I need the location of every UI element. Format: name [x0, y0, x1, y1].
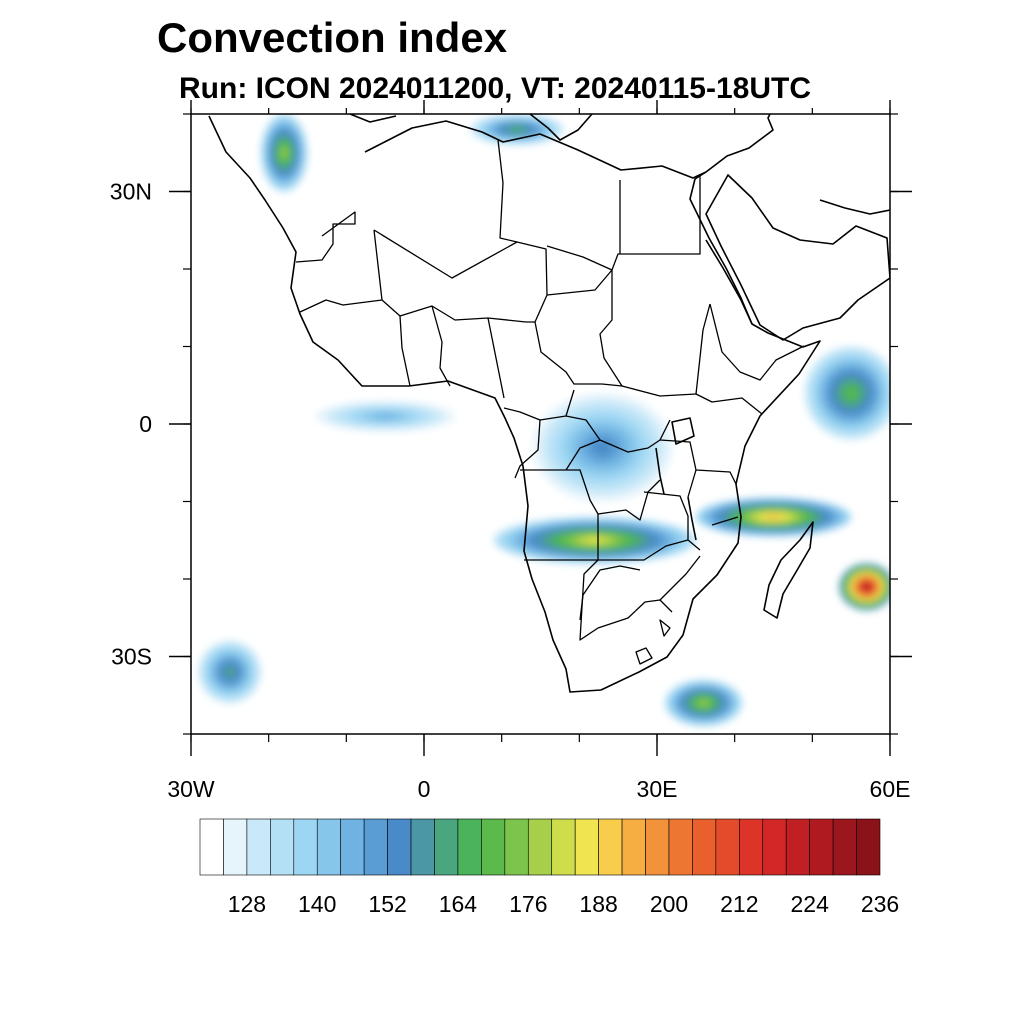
colorbar-swatch [574, 818, 599, 876]
colorbar-swatch [481, 818, 506, 876]
chart-title: Convection index [157, 14, 508, 61]
country-borders [295, 139, 805, 665]
colorbar-swatch [246, 818, 271, 876]
colorbar-swatch [293, 818, 318, 876]
field-region-gulf-of-guinea [315, 400, 456, 432]
colorbar-swatch [692, 818, 717, 876]
colorbar-swatch [340, 818, 365, 876]
colorbar-label: 200 [650, 891, 688, 917]
field-region-south-atlantic-south [664, 679, 743, 727]
field-region-cyclone-east-madagascar [839, 563, 890, 611]
lon-tick-label: 60E [870, 776, 911, 802]
colorbar-label: 212 [720, 891, 758, 917]
colorbar-label: 188 [579, 891, 617, 917]
colorbar-swatch [785, 818, 810, 876]
lake-malawi [687, 496, 697, 541]
iberia-coast [349, 114, 397, 123]
lat-tick-label: 30N [110, 179, 152, 205]
lon-tick-label: 0 [418, 776, 431, 802]
field-contour [512, 128, 522, 131]
field-contour [865, 585, 869, 588]
lake-tanganyika [655, 447, 665, 495]
colorbar-swatch [715, 818, 740, 876]
field-contour [847, 388, 856, 398]
coastlines-and-borders [208, 114, 890, 693]
africa-coastline [208, 114, 821, 693]
field-contour [282, 149, 287, 156]
colorbar-swatch [739, 818, 764, 876]
field-region-southwest-atlantic [198, 641, 261, 703]
mediterranean-coast [364, 120, 707, 179]
field-contour [373, 413, 397, 419]
madagascar [763, 521, 814, 619]
field-region-central-africa-congo [532, 393, 673, 502]
colorbar: 128 140 152 164 176 188 200 212 224 236 [199, 818, 899, 917]
colorbar-swatch [387, 818, 412, 876]
italy-coast [529, 114, 593, 141]
colorbar-swatch [598, 818, 623, 876]
field-contour [226, 668, 234, 676]
field-region-horn-of-africa-ocean [804, 346, 890, 440]
colorbar-swatch [457, 818, 482, 876]
chart-subtitle: Run: ICON 2024011200, VT: 20240115-18UTC [179, 72, 812, 105]
field-contour [768, 515, 779, 519]
colorbar-label: 176 [509, 891, 547, 917]
colorbar-swatch [832, 818, 857, 876]
lon-tick-label: 30E [637, 776, 678, 802]
colorbar-label: 164 [439, 891, 478, 917]
persian-gulf [819, 199, 890, 215]
colorbar-label: 140 [298, 891, 336, 917]
colorbar-swatch [856, 818, 881, 876]
lon-tick-label: 30W [167, 776, 215, 802]
colorbar-swatch [762, 818, 787, 876]
field-contour [593, 440, 612, 455]
colorbar-swatch [316, 818, 341, 876]
colorbar-swatch [270, 818, 295, 876]
lat-tick-label: 0 [139, 411, 152, 437]
colorbar-swatch [809, 818, 834, 876]
field-region-zambia-angola-band [493, 517, 696, 564]
lake-victoria [671, 417, 695, 445]
map-axes: 30W 0 30E 60E 30N 0 30S [110, 100, 912, 802]
red-sea-line [705, 239, 753, 325]
field-region-mozambique-channel-band [695, 497, 852, 537]
field-contour [700, 701, 707, 705]
colorbar-swatch [668, 818, 693, 876]
colorbar-swatch [645, 818, 670, 876]
colorbar-swatch [223, 818, 248, 876]
colorbar-swatch [199, 818, 224, 876]
field-region-northeast-atlantic [260, 114, 308, 192]
lat-tick-label: 30S [111, 644, 152, 670]
colorbar-swatch [363, 818, 388, 876]
colorbar-swatch [504, 818, 529, 876]
colorbar-swatch [527, 818, 553, 876]
colorbar-label: 128 [228, 891, 266, 917]
colorbar-swatch [551, 818, 576, 876]
colorbar-label: 152 [368, 891, 406, 917]
colorbar-swatch [621, 818, 646, 876]
convection-field [198, 114, 890, 727]
arabian-peninsula [705, 174, 890, 341]
colorbar-swatch [410, 818, 435, 876]
colorbar-swatch [434, 818, 459, 876]
colorbar-label: 224 [791, 891, 830, 917]
field-contour [587, 538, 603, 542]
colorbar-label: 236 [861, 891, 899, 917]
